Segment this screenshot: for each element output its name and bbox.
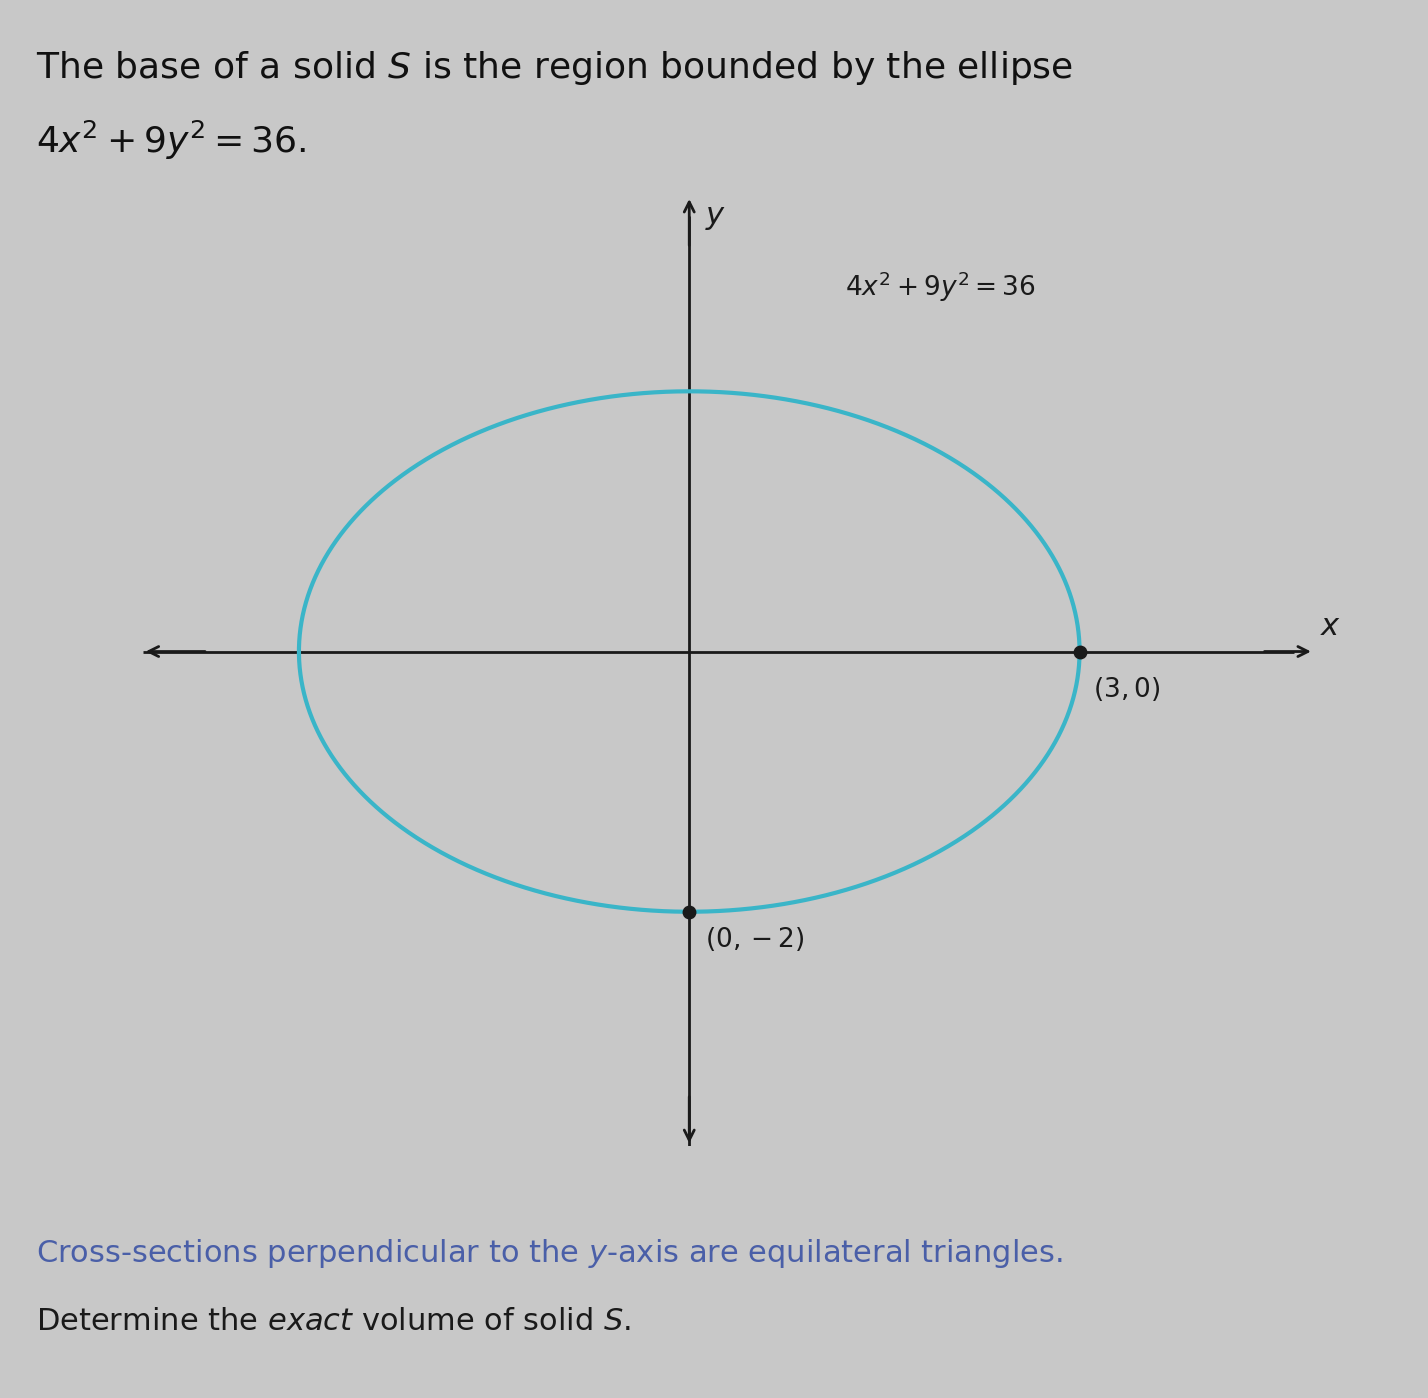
Text: The base of a solid $\mathit{S}$ is the region bounded by the ellipse: The base of a solid $\mathit{S}$ is the … — [36, 49, 1072, 87]
Text: $4x^2 + 9y^2 = 36$: $4x^2 + 9y^2 = 36$ — [845, 270, 1037, 305]
Text: Determine the $\mathit{exact}$ volume of solid $\mathit{S}$.: Determine the $\mathit{exact}$ volume of… — [36, 1307, 631, 1336]
Text: Cross-sections perpendicular to the $y$-axis are equilateral triangles.: Cross-sections perpendicular to the $y$-… — [36, 1237, 1062, 1271]
Text: $x$: $x$ — [1321, 612, 1341, 642]
Text: $(3, 0)$: $(3, 0)$ — [1092, 675, 1160, 703]
Text: $(0, -2)$: $(0, -2)$ — [705, 924, 804, 953]
Text: $4x^2 + 9y^2 = 36$.: $4x^2 + 9y^2 = 36$. — [36, 119, 306, 162]
Text: $y$: $y$ — [705, 203, 725, 232]
